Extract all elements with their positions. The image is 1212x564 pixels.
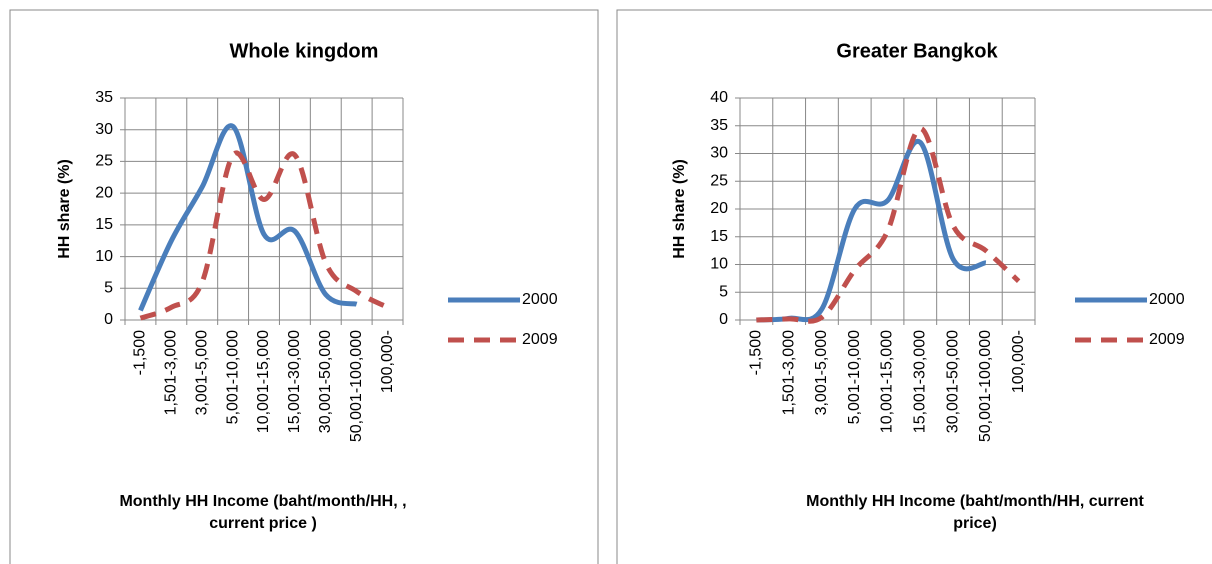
x-tick-label: 50,001-100,000 bbox=[977, 330, 994, 442]
x-tick-label: 5,001-10,000 bbox=[846, 330, 863, 424]
y-tick-label: 35 bbox=[95, 89, 113, 106]
y-tick-label: 10 bbox=[710, 256, 728, 273]
x-tick-label: 1,501-3,000 bbox=[780, 330, 797, 416]
x-tick-label: 5,001-10,000 bbox=[224, 330, 241, 424]
x-tick-label: 100,000- bbox=[1010, 330, 1027, 393]
y-tick-label: 25 bbox=[95, 153, 113, 170]
y-tick-label: 5 bbox=[719, 283, 728, 300]
x-axis-label: price) bbox=[953, 515, 997, 532]
legend-label: 2009 bbox=[522, 331, 558, 348]
panel-border bbox=[9, 9, 599, 564]
x-tick-label: 3,001-5,000 bbox=[193, 330, 210, 416]
y-tick-label: 30 bbox=[95, 121, 113, 138]
x-tick-label: 3,001-5,000 bbox=[813, 330, 830, 416]
chart-title: Whole kingdom bbox=[230, 40, 379, 62]
y-axis-label: HH share (%) bbox=[56, 159, 73, 259]
x-tick-label: 50,001-100,000 bbox=[348, 330, 365, 442]
y-tick-label: 15 bbox=[710, 228, 728, 245]
y-axis-label: HH share (%) bbox=[671, 159, 688, 259]
x-tick-label: 15,001-30,000 bbox=[911, 330, 928, 433]
y-tick-label: 0 bbox=[719, 311, 728, 328]
y-tick-label: 35 bbox=[710, 117, 728, 134]
line-series bbox=[138, 123, 358, 312]
legend-label: 2000 bbox=[1149, 291, 1185, 308]
legend-label: 2000 bbox=[522, 291, 558, 308]
x-tick-label: 15,001-30,000 bbox=[286, 330, 303, 433]
y-tick-label: 25 bbox=[710, 172, 728, 189]
x-tick-label: 30,001-50,000 bbox=[944, 330, 961, 433]
x-axis-label: Monthly HH Income (baht/month/HH, curren… bbox=[806, 493, 1144, 510]
panel-border bbox=[616, 9, 1212, 564]
x-tick-label: 1,501-3,000 bbox=[163, 330, 180, 416]
x-tick-label: 30,001-50,000 bbox=[317, 330, 334, 433]
x-tick-label: 10,001-15,000 bbox=[255, 330, 272, 433]
chart-title: Greater Bangkok bbox=[836, 40, 998, 62]
x-tick-label: 10,001-15,000 bbox=[879, 330, 896, 433]
x-tick-label: -1,500 bbox=[132, 330, 149, 375]
x-tick-label: -1,500 bbox=[748, 330, 765, 375]
x-axis-label: current price ) bbox=[209, 515, 317, 532]
y-tick-label: 5 bbox=[104, 280, 113, 297]
y-tick-label: 0 bbox=[104, 311, 113, 328]
x-tick-label: 100,000- bbox=[379, 330, 396, 393]
y-tick-label: 20 bbox=[710, 200, 728, 217]
y-tick-label: 40 bbox=[710, 89, 728, 106]
y-tick-label: 10 bbox=[95, 248, 113, 265]
line-series bbox=[139, 150, 389, 321]
y-tick-label: 20 bbox=[95, 184, 113, 201]
line-series bbox=[756, 126, 1021, 324]
y-tick-label: 15 bbox=[95, 216, 113, 233]
legend-label: 2009 bbox=[1149, 331, 1185, 348]
y-tick-label: 30 bbox=[710, 145, 728, 162]
x-axis-label: Monthly HH Income (baht/month/HH, , bbox=[119, 493, 406, 510]
